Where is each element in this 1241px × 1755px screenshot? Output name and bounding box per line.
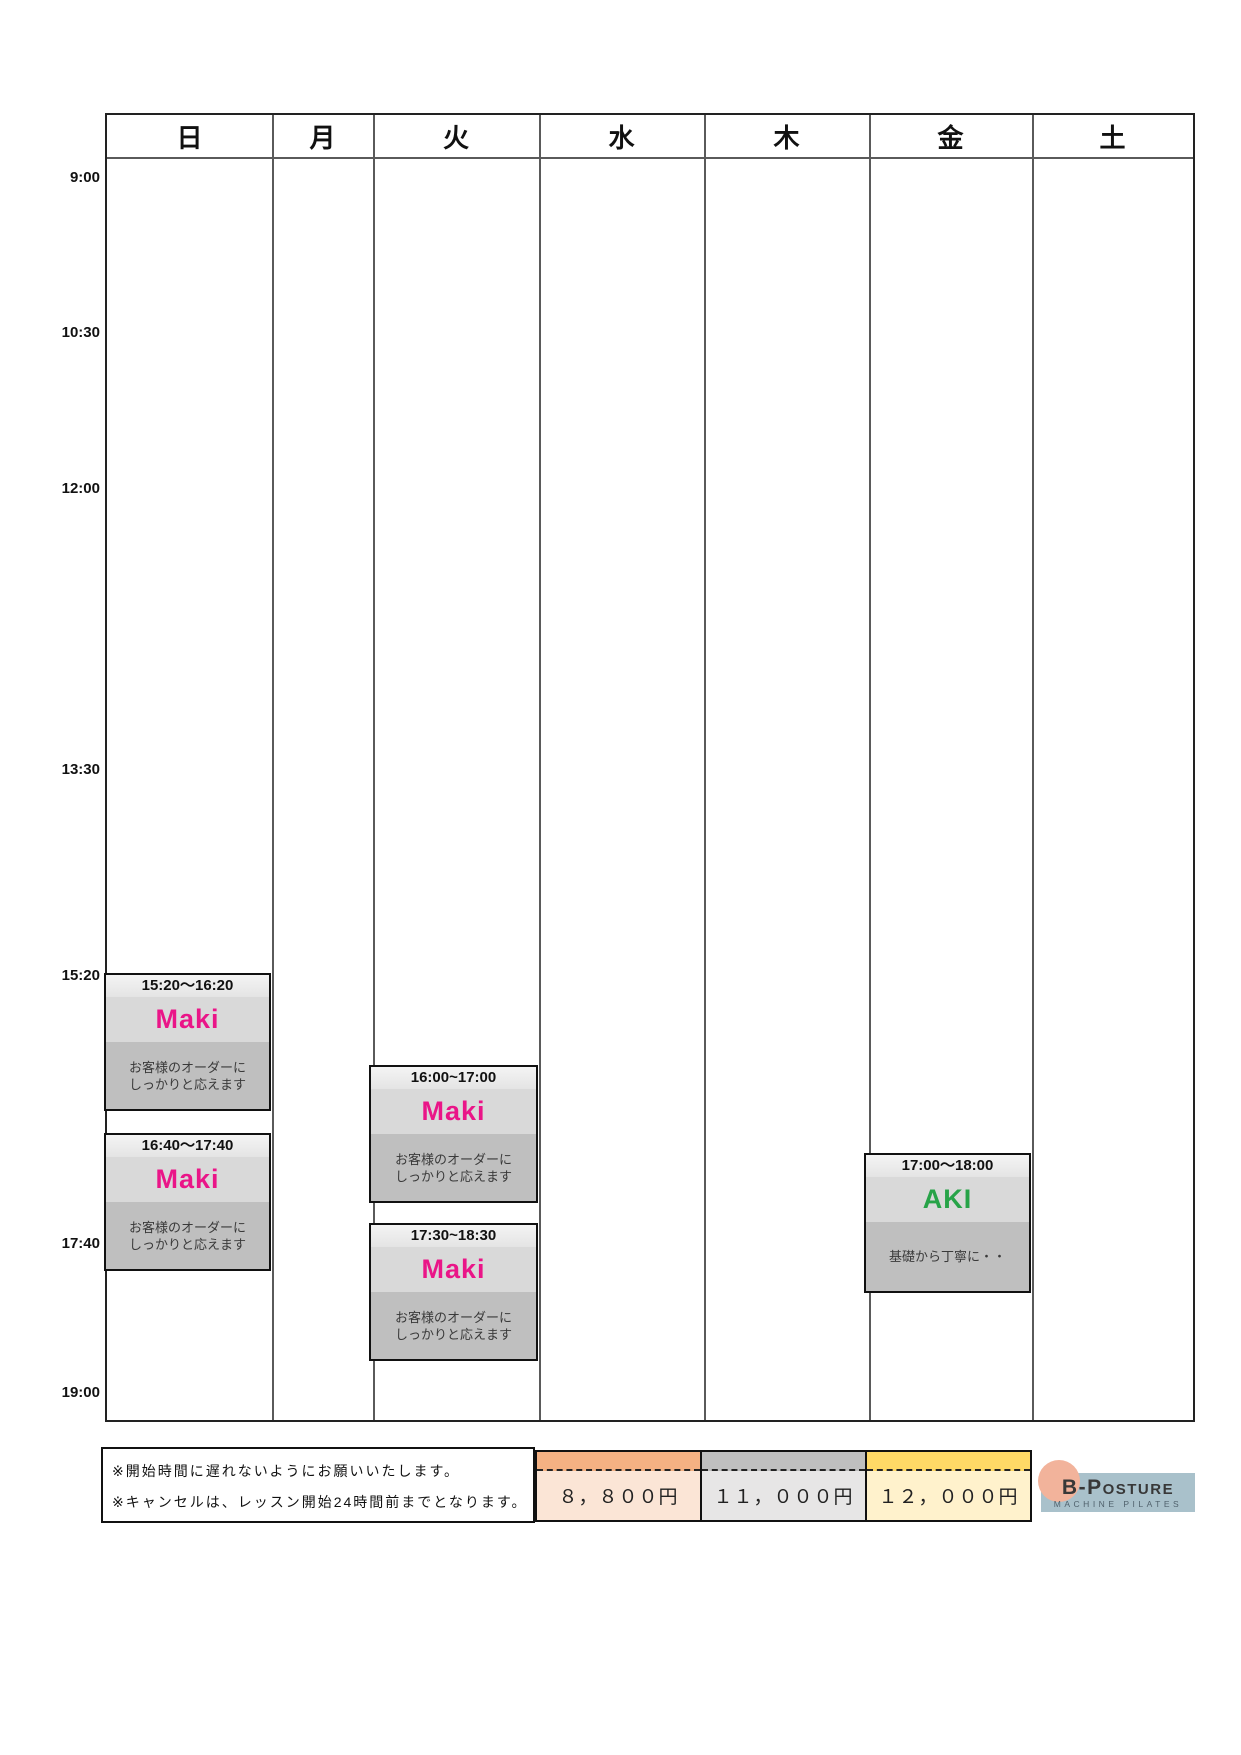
lesson-block-sun-1640: 16:40～17:40 Maki お客様のオーダーに しっかりと応えます	[104, 1133, 271, 1271]
lesson-instructor: AKI	[866, 1177, 1029, 1222]
note-line-2: ※キャンセルは、レッスン開始24時間前までとなります。	[112, 1494, 528, 1510]
day-header-thu: 木	[773, 122, 800, 153]
column-divider	[373, 115, 375, 1420]
price-box-8800: ８，８００円	[535, 1450, 702, 1522]
logo-title: B-Posture	[1061, 1475, 1175, 1499]
time-label-1030: 10:30	[61, 324, 100, 341]
time-label-1520: 15:20	[61, 967, 100, 984]
time-label-1740: 17:40	[61, 1235, 100, 1252]
lesson-description: お客様のオーダーに しっかりと応えます	[371, 1292, 536, 1359]
lesson-instructor: Maki	[371, 1247, 536, 1292]
notes-box: ※開始時間に遅れないようにお願いいたします。 ※キャンセルは、レッスン開始24時…	[101, 1447, 535, 1523]
column-divider	[539, 115, 541, 1420]
lesson-time: 17:00～18:00	[866, 1155, 1029, 1177]
price-color-strip-orange	[537, 1452, 700, 1471]
lesson-block-fri-1700: 17:00～18:00 AKI 基礎から丁寧に・・	[864, 1153, 1031, 1293]
lesson-block-tue-1600: 16:00~17:00 Maki お客様のオーダーに しっかりと応えます	[369, 1065, 538, 1203]
lesson-instructor: Maki	[106, 997, 269, 1042]
lesson-instructor: Maki	[371, 1089, 536, 1134]
day-header-wed: 水	[608, 122, 635, 153]
time-label-1200: 12:00	[61, 480, 100, 497]
price-label: １１，０００円	[702, 1471, 865, 1520]
price-box-11000: １１，０００円	[700, 1450, 867, 1522]
lesson-time: 17:30~18:30	[371, 1225, 536, 1247]
price-label: １２，０００円	[867, 1471, 1030, 1520]
price-color-strip-yellow	[867, 1452, 1030, 1471]
logo-subtitle: Machine Pilates	[1053, 1498, 1183, 1509]
lesson-instructor: Maki	[106, 1157, 269, 1202]
lesson-description: お客様のオーダーに しっかりと応えます	[371, 1134, 536, 1201]
lesson-time: 16:00~17:00	[371, 1067, 536, 1089]
column-divider	[869, 115, 871, 1420]
day-header-mon: 月	[309, 122, 336, 153]
lesson-block-tue-1730: 17:30~18:30 Maki お客様のオーダーに しっかりと応えます	[369, 1223, 538, 1361]
note-line-1: ※開始時間に遅れないようにお願いいたします。	[112, 1463, 461, 1479]
time-label-1330: 13:30	[61, 761, 100, 778]
lesson-time: 16:40～17:40	[106, 1135, 269, 1157]
lesson-time: 15:20～16:20	[106, 975, 269, 997]
day-header-tue: 火	[442, 122, 469, 153]
lesson-description: お客様のオーダーに しっかりと応えます	[106, 1042, 269, 1109]
price-box-12000: １２，０００円	[865, 1450, 1032, 1522]
header-divider	[107, 157, 1193, 159]
column-divider	[1032, 115, 1034, 1420]
logo-circle	[1038, 1460, 1080, 1502]
lesson-description: 基礎から丁寧に・・	[866, 1222, 1029, 1291]
lesson-block-sun-1520: 15:20～16:20 Maki お客様のオーダーに しっかりと応えます	[104, 973, 271, 1111]
day-header-sat: 土	[1099, 122, 1126, 153]
day-header-sun: 日	[176, 122, 203, 153]
day-header-fri: 金	[937, 122, 964, 153]
week-grid: 日 月 火 水 木 金 土	[105, 113, 1195, 1422]
time-label-900: 9:00	[69, 169, 100, 186]
column-divider	[704, 115, 706, 1420]
price-label: ８，８００円	[537, 1471, 700, 1520]
lesson-description: お客様のオーダーに しっかりと応えます	[106, 1202, 269, 1269]
price-color-strip-gray	[702, 1452, 865, 1471]
time-label-1900: 19:00	[61, 1384, 100, 1401]
brand-logo: B-Posture Machine Pilates	[1041, 1474, 1195, 1512]
column-divider	[272, 115, 274, 1420]
